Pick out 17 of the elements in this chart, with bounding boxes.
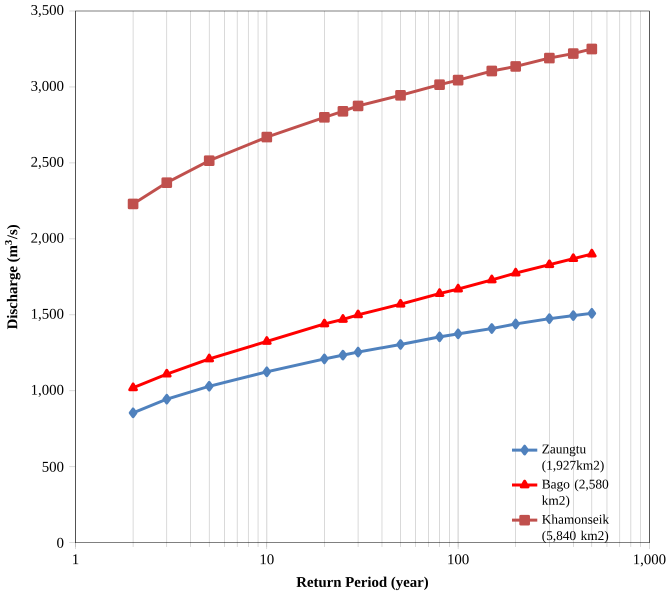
y-tick-label: 1,500 xyxy=(32,308,64,321)
y-tick-label: 2,500 xyxy=(31,156,64,169)
legend-label: Zaungtu (1,927km2) xyxy=(542,444,604,472)
legend-label: Khamonseik (5,840 km2) xyxy=(542,514,610,543)
y-axis-title: Discharge (m$^{3}$/s) xyxy=(4,225,20,330)
y-tick-label: 3,500 xyxy=(31,4,64,18)
y-tick-label: 500 xyxy=(42,462,64,472)
x-tick-label: 100 xyxy=(448,554,469,564)
x-tick-label: 1 xyxy=(73,554,78,564)
x-axis-title: Return Period (year) xyxy=(296,576,428,590)
x-tick-label: 10 xyxy=(260,554,274,564)
y-tick-label: 1,000 xyxy=(32,384,64,397)
y-tick-label: 2,000 xyxy=(31,232,64,245)
y-tick-label: 0 xyxy=(57,538,64,548)
y-tick-label: 3,000 xyxy=(31,80,64,94)
legend-label: Bago (2,580 km2) xyxy=(542,479,608,508)
x-tick-label: 1,000 xyxy=(634,554,666,566)
